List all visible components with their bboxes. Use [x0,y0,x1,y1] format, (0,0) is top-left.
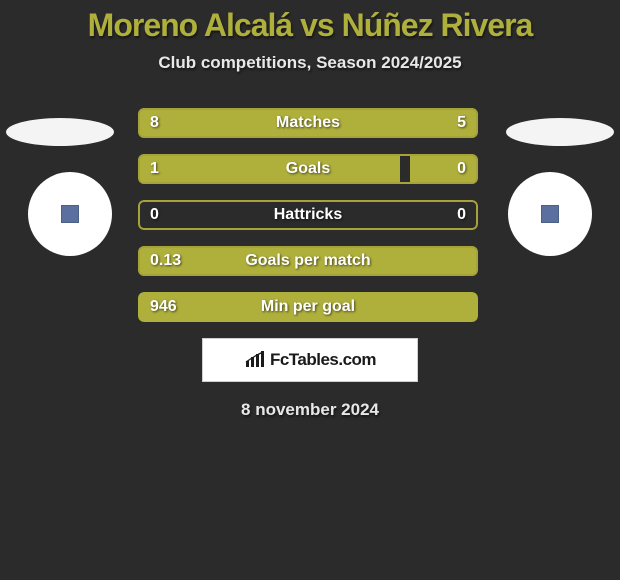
page-subtitle: Club competitions, Season 2024/2025 [0,53,620,73]
page-title: Moreno Alcalá vs Núñez Rivera [0,0,620,43]
stat-row: 946Min per goal [138,292,478,322]
stat-rows: 8Matches51Goals00Hattricks00.13Goals per… [138,108,478,322]
shield-icon [61,205,79,223]
stat-label: Min per goal [138,292,478,322]
date-label: 8 november 2024 [0,400,620,420]
stat-row: 0Hattricks0 [138,200,478,230]
stat-row: 8Matches5 [138,108,478,138]
stat-value-right: 0 [457,154,466,184]
shield-icon [541,205,559,223]
bar-chart-icon [244,351,266,369]
stat-label: Goals [138,154,478,184]
stat-row: 1Goals0 [138,154,478,184]
right-team-oval [506,118,614,146]
stat-row: 0.13Goals per match [138,246,478,276]
stat-label: Hattricks [138,200,478,230]
attribution-text: FcTables.com [270,350,376,370]
stat-value-right: 5 [457,108,466,138]
stat-label: Matches [138,108,478,138]
left-team-oval [6,118,114,146]
stat-value-right: 0 [457,200,466,230]
stat-label: Goals per match [138,246,478,276]
comparison-panel: 8Matches51Goals00Hattricks00.13Goals per… [0,108,620,420]
left-team-badge [28,172,112,256]
attribution-box: FcTables.com [202,338,418,382]
right-team-badge [508,172,592,256]
